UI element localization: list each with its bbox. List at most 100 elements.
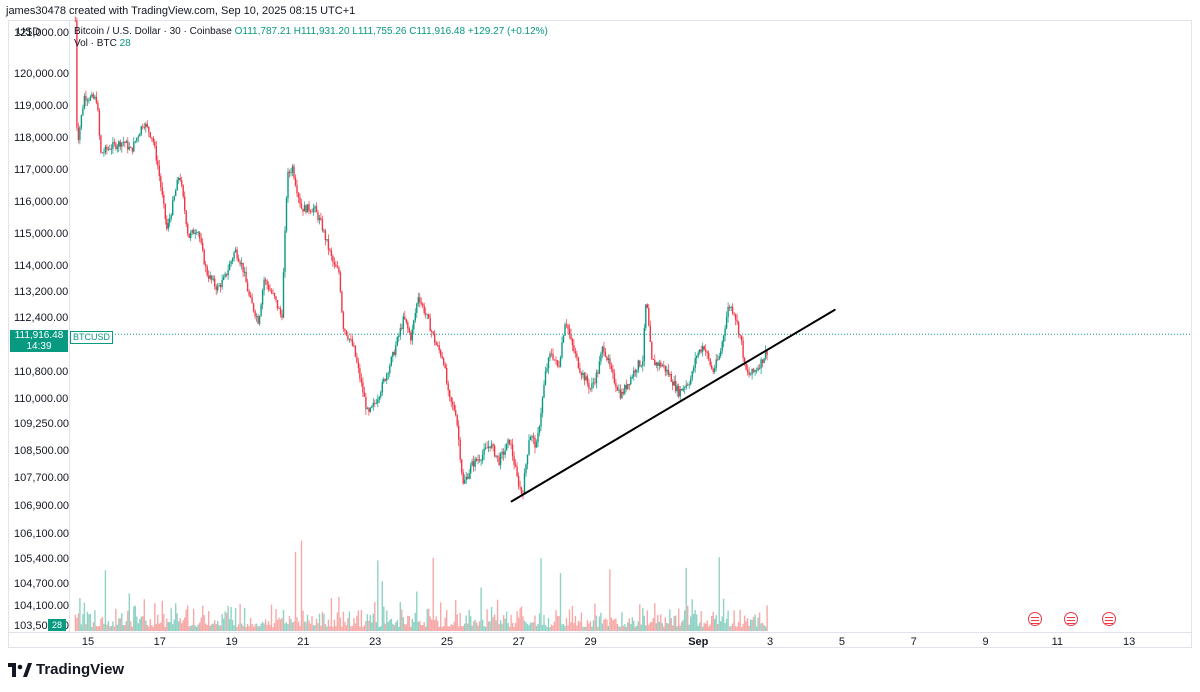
candle-body — [714, 368, 716, 372]
volume-bar — [404, 624, 406, 631]
time-tick-label: 11 — [1051, 636, 1064, 648]
volume-bar — [333, 619, 336, 631]
candle-body — [691, 371, 693, 380]
candle-body — [449, 390, 451, 397]
candle-body — [110, 148, 113, 150]
candle-body — [383, 379, 385, 383]
candle-body — [128, 147, 130, 150]
volume-bar — [176, 613, 178, 631]
candle-body — [740, 335, 743, 341]
candle-body — [166, 219, 168, 229]
volume-bar — [248, 626, 250, 631]
candle-body — [242, 262, 244, 273]
candle-body — [697, 352, 699, 356]
price-tick-label: 110,000.00 — [14, 393, 69, 405]
candle-body — [191, 229, 193, 233]
volume-bar — [384, 623, 386, 631]
candle-body — [589, 388, 592, 390]
candle-body — [161, 187, 163, 195]
candle-body — [327, 239, 330, 250]
created-by-line: james30478 created with TradingView.com,… — [6, 5, 356, 17]
symbol-legend[interactable]: Bitcoin / U.S. Dollar · 30 · Coinbase O1… — [74, 25, 548, 38]
price-tick-label: 114,000.00 — [14, 260, 69, 272]
volume-bar — [106, 624, 108, 631]
volume-bar — [639, 604, 641, 631]
volume-bars — [74, 540, 768, 631]
volume-bar — [742, 623, 744, 631]
time-tick-label: 15 — [81, 636, 95, 648]
volume-bar — [119, 618, 121, 631]
candle-body — [338, 267, 340, 273]
volume-bar — [425, 626, 427, 631]
candle-body — [113, 142, 116, 144]
volume-bar — [285, 622, 288, 631]
us-flag-event-icon[interactable] — [1028, 612, 1042, 626]
candle-body — [347, 335, 349, 340]
volume-bar — [694, 610, 696, 631]
candle-body — [649, 325, 651, 342]
volume-bar — [243, 608, 246, 631]
volume-bar — [649, 622, 651, 631]
candle-body — [728, 307, 731, 308]
candle-body — [130, 147, 132, 148]
volume-bar — [702, 626, 704, 631]
candle-body — [330, 250, 333, 256]
candle-body — [233, 252, 235, 259]
candles — [74, 16, 768, 500]
volume-bar — [634, 626, 636, 631]
volume-bar — [487, 621, 490, 631]
volume-bar — [136, 616, 138, 631]
us-flag-event-icon[interactable] — [1064, 612, 1078, 626]
candle-body — [492, 444, 494, 446]
candle-body — [622, 391, 624, 394]
volume-bar — [761, 622, 764, 631]
candle-body — [348, 338, 351, 340]
candle-body — [631, 376, 633, 378]
candle-body — [77, 127, 80, 140]
volume-legend[interactable]: Vol · BTC 28 — [74, 38, 131, 49]
volume-bar — [121, 613, 123, 631]
us-flag-event-icon[interactable] — [1102, 612, 1116, 626]
candle-body — [761, 359, 764, 363]
volume-bar — [555, 610, 557, 631]
volume-bar — [133, 606, 135, 631]
currency-label[interactable]: USD — [17, 26, 41, 38]
volume-bar — [261, 622, 264, 631]
candle-body — [341, 291, 343, 313]
candle-body — [642, 361, 644, 366]
volume-bar — [570, 622, 572, 631]
volume-bar — [444, 617, 446, 631]
candle-body — [91, 94, 93, 97]
candle-body — [264, 279, 267, 281]
volume-bar — [104, 570, 107, 631]
candle-body — [92, 94, 95, 99]
candle-body — [324, 230, 327, 240]
candle-body — [646, 304, 648, 308]
candle-body — [423, 305, 425, 314]
volume-bar — [697, 625, 699, 631]
volume-bar — [579, 621, 581, 631]
candle-body — [751, 368, 753, 375]
candle-body — [296, 185, 298, 194]
volume-bar — [556, 615, 559, 631]
volume-bar — [157, 614, 159, 631]
candle-body — [294, 177, 297, 186]
candle-body — [645, 304, 647, 329]
candle-body — [748, 371, 750, 376]
candle-body — [478, 459, 481, 461]
volume-bar — [290, 619, 292, 631]
candle-body — [303, 205, 306, 212]
volume-bar — [317, 623, 319, 631]
candle-body — [706, 351, 708, 353]
candle-body — [248, 291, 250, 296]
volume-bar — [661, 623, 663, 631]
volume-bar — [746, 618, 749, 631]
candle-body — [396, 337, 398, 346]
candle-body — [422, 303, 424, 306]
time-axis-separator — [8, 632, 1192, 633]
time-tick-label: 13 — [1122, 636, 1136, 648]
volume-bar — [725, 618, 728, 631]
candle-body — [555, 359, 557, 361]
volume-bar — [199, 622, 201, 631]
